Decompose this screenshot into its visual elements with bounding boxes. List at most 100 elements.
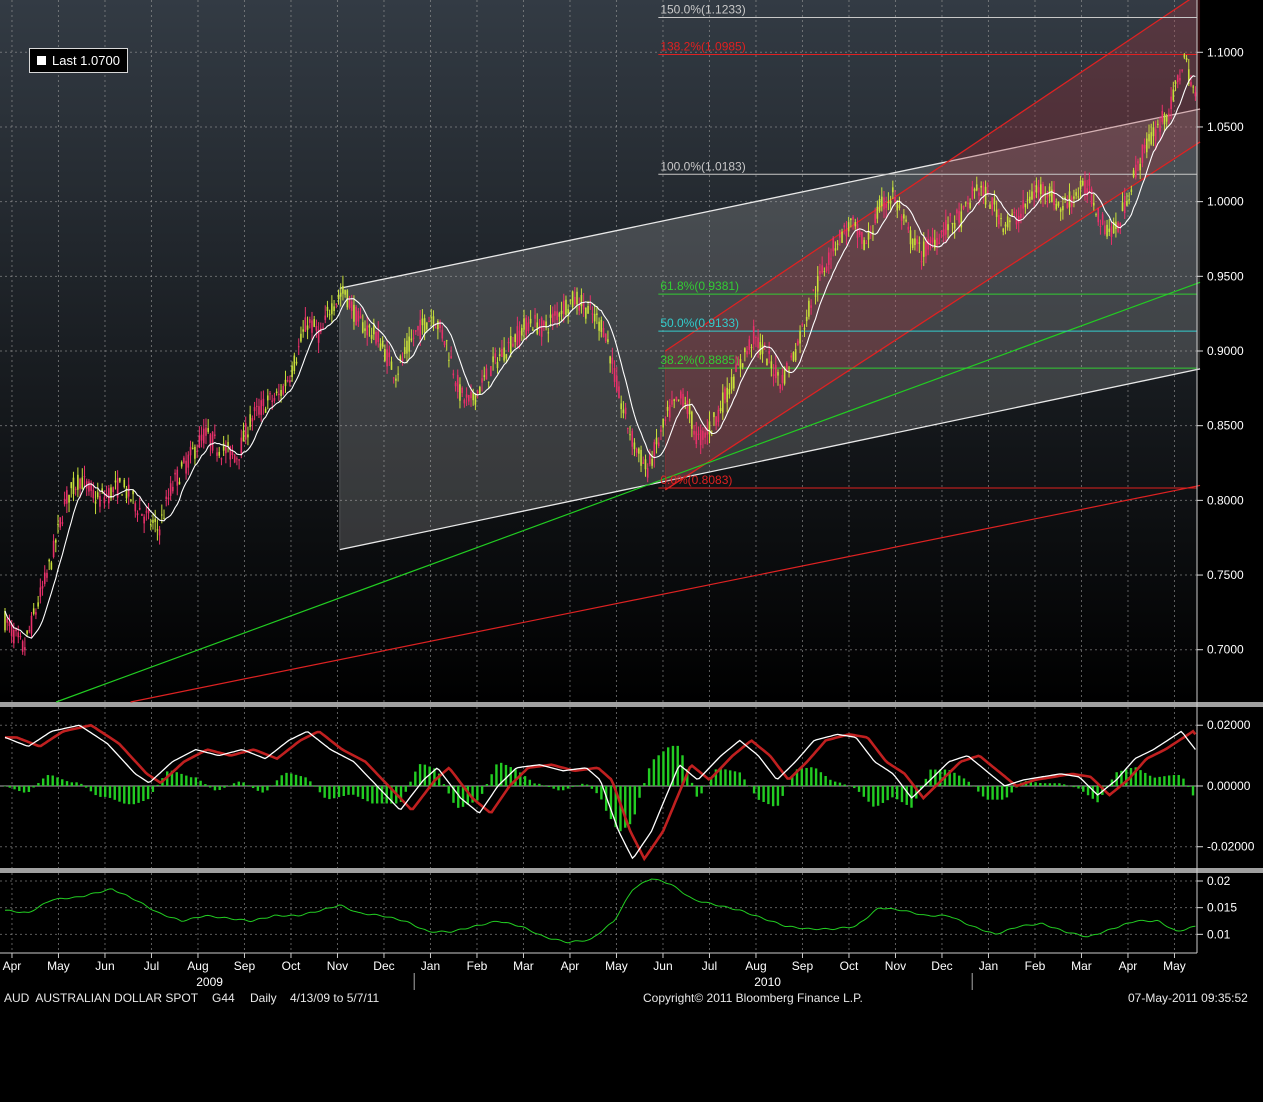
candle-body (297, 346, 300, 348)
candle-body (781, 375, 784, 383)
candle-body (520, 328, 523, 336)
candle-body (313, 319, 315, 327)
macd-histogram-bar (967, 781, 970, 786)
candle-body (441, 329, 444, 339)
candle-body (1004, 224, 1007, 227)
macd-histogram-bar (848, 785, 851, 787)
month-label: Dec (931, 959, 952, 973)
candle-body (1009, 220, 1011, 223)
candle-body (646, 468, 649, 478)
candle-body (861, 231, 863, 244)
candle-body (90, 483, 92, 491)
candle-body (158, 529, 161, 536)
candle-body (381, 340, 384, 347)
candle-body (403, 347, 406, 354)
candle-body (399, 356, 402, 361)
candle-body (529, 318, 532, 324)
candle-body (534, 314, 536, 319)
month-label: Apr (1119, 959, 1138, 973)
candle-body (1134, 164, 1137, 178)
candle-body (1143, 144, 1146, 149)
candle-body (622, 409, 625, 414)
candle-body (15, 628, 17, 632)
macd-histogram-bar (56, 777, 59, 786)
macd-histogram-bar (399, 785, 403, 802)
candle-body (494, 353, 497, 358)
candle-body (1194, 92, 1197, 97)
candle-body (326, 306, 329, 311)
macd-histogram-bar (70, 782, 73, 786)
year-label: 2009 (196, 975, 223, 989)
macd-histogram-bar (80, 783, 83, 786)
candle-body (138, 507, 141, 510)
candle-body (448, 359, 450, 361)
macd-histogram-bar (275, 780, 279, 786)
macd-histogram-bar (46, 775, 50, 786)
candle-body (240, 437, 243, 455)
candle-body (8, 621, 11, 627)
candle-body (4, 611, 6, 631)
macd-histogram-bar (94, 785, 97, 796)
macd-histogram-bar (223, 785, 226, 788)
macd-histogram-bar (934, 769, 937, 786)
candle-body (161, 514, 163, 516)
candle-body (253, 407, 256, 412)
candle-body (110, 487, 112, 499)
candle-body (956, 209, 958, 214)
macd-histogram-bar (414, 771, 417, 786)
macd-histogram-bar (304, 777, 307, 786)
candle-body (737, 363, 740, 366)
candle-body (971, 186, 974, 199)
macd-histogram-bar (65, 781, 69, 786)
candle-body (1148, 134, 1150, 142)
candle-body (1181, 69, 1183, 71)
candle-body (945, 220, 947, 235)
macd-histogram-bar (647, 768, 651, 786)
macd-histogram-bar (752, 785, 756, 794)
candle-body (989, 204, 991, 209)
candle-body (741, 363, 744, 368)
macd-histogram-bar (862, 785, 866, 797)
macd-histogram-bar (872, 785, 875, 807)
candle-body (368, 325, 371, 328)
candle-body (355, 306, 357, 326)
candle-body (271, 400, 274, 403)
candle-body (125, 488, 128, 499)
candle-body (359, 315, 362, 319)
candle-body (885, 204, 888, 208)
candle-body (1062, 205, 1064, 211)
macd-histogram-bar (294, 774, 298, 786)
candle-body (615, 375, 618, 392)
candle-body (991, 197, 994, 210)
candle-body (322, 327, 324, 329)
candle-body (395, 378, 397, 381)
fib-level-label: 61.8%(0.9381) (660, 279, 739, 293)
candle-body (32, 608, 35, 614)
candle-body (295, 361, 298, 364)
candle-body (554, 311, 556, 316)
macd-histogram-bar (237, 781, 240, 786)
candle-body (898, 204, 901, 209)
candle-body (1022, 200, 1024, 209)
candle-body (638, 448, 640, 454)
candle-body (260, 400, 262, 415)
candle-body (428, 320, 430, 323)
candle-body (783, 368, 786, 384)
macd-histogram-bar (1163, 776, 1166, 786)
legend-label: Last 1.0700 (52, 53, 120, 68)
candle-body (677, 399, 680, 401)
candle-body (973, 188, 976, 192)
candle-body (927, 238, 929, 250)
macd-histogram-bar (146, 785, 150, 800)
candle-body (691, 411, 693, 429)
candle-body (366, 325, 368, 336)
candle-body (1077, 196, 1080, 198)
candle-body (132, 490, 134, 495)
candle-body (918, 242, 921, 244)
candle-body (823, 271, 826, 273)
macd-histogram-bar (204, 784, 207, 786)
macd-histogram-bar (581, 783, 584, 786)
channel-red-lower (664, 141, 1201, 491)
macd-histogram-bar (1043, 783, 1047, 786)
candle-body (883, 197, 885, 210)
